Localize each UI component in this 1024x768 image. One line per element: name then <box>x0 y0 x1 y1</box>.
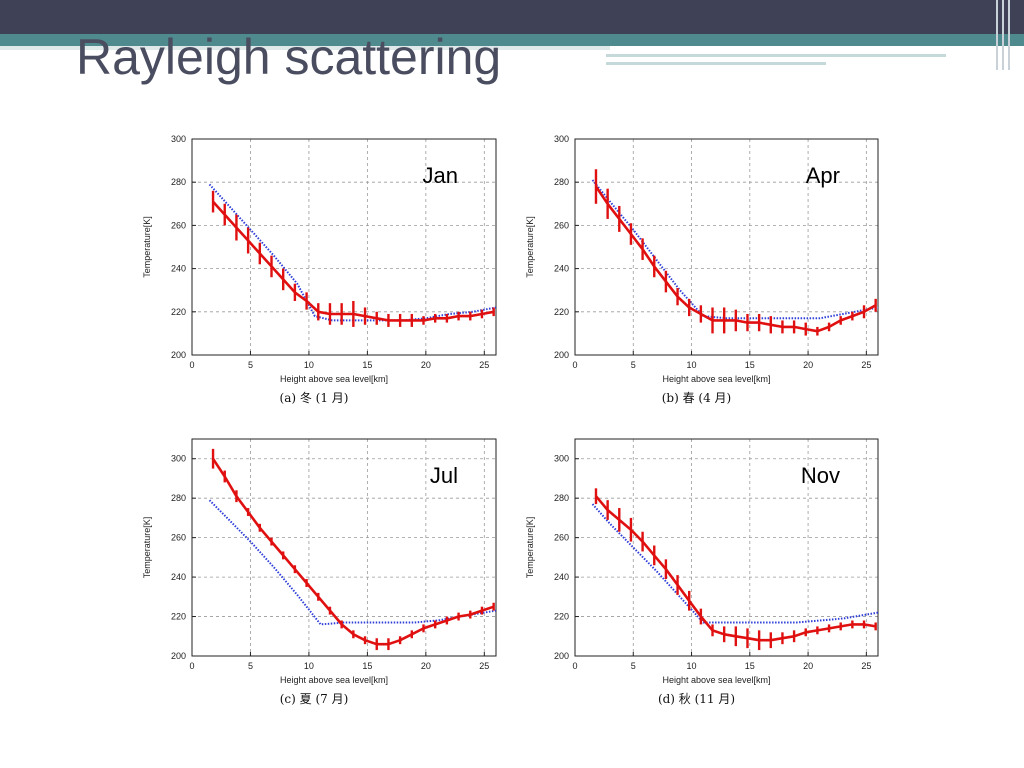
y-tick-label: 280 <box>554 177 569 187</box>
slide-decoration-vline <box>1002 0 1004 70</box>
x-tick-label: 15 <box>362 360 372 370</box>
y-axis-label: Temperature[K] <box>525 216 535 278</box>
y-tick-label: 200 <box>171 350 186 360</box>
y-tick-label: 260 <box>171 533 186 543</box>
x-axis-label: Height above sea level[km] <box>280 675 388 685</box>
plot-frame <box>574 138 879 356</box>
x-tick-label: 5 <box>631 661 636 671</box>
y-tick-label: 240 <box>554 572 569 582</box>
y-tick-label: 280 <box>171 493 186 503</box>
chart-panel-nov: 0 5 10 15 20 25 200 220 240 260 280 300 Height above… <box>525 438 879 706</box>
x-tick-label: 0 <box>572 360 577 370</box>
panel-caption: (d) 秋 (11 月) <box>658 692 735 706</box>
x-tick-label: 0 <box>189 661 194 671</box>
x-tick-label: 25 <box>479 661 489 671</box>
x-tick-label: 20 <box>421 360 431 370</box>
slide-decoration-vline <box>1008 0 1010 70</box>
y-tick-label: 240 <box>171 572 186 582</box>
model-profile-line <box>591 503 879 624</box>
x-tick-label: 0 <box>189 360 194 370</box>
x-tick-label: 5 <box>248 360 253 370</box>
x-tick-label: 25 <box>861 661 871 671</box>
y-tick-label: 300 <box>554 134 569 144</box>
y-tick-label: 220 <box>171 307 186 317</box>
x-axis-label: Height above sea level[km] <box>662 374 770 384</box>
x-tick-label: 5 <box>631 360 636 370</box>
y-tick-label: 200 <box>554 350 569 360</box>
x-tick-label: 10 <box>304 360 314 370</box>
panel-caption: (a) 冬 (1 月) <box>280 390 349 405</box>
x-tick-label: 0 <box>572 661 577 671</box>
x-tick-label: 15 <box>362 661 372 671</box>
y-axis-label: Temperature[K] <box>525 517 535 579</box>
panel-month-label: Jan <box>423 163 458 188</box>
model-profile-line <box>208 183 497 322</box>
x-tick-label: 20 <box>421 661 431 671</box>
y-tick-label: 260 <box>554 220 569 230</box>
x-tick-label: 10 <box>304 661 314 671</box>
y-tick-label: 260 <box>554 533 569 543</box>
x-tick-label: 15 <box>745 360 755 370</box>
y-tick-label: 200 <box>171 651 186 661</box>
chart-panel-jul: 0 5 10 15 20 25 200 220 240 260 280 300 Height above… <box>142 438 497 706</box>
measured-profile-line <box>595 495 876 642</box>
x-tick-label: 5 <box>248 661 253 671</box>
chart-panel-jan: 0 5 10 15 20 25 200 220 240 260 280 300 Height above… <box>142 134 497 405</box>
y-tick-label: 260 <box>171 220 186 230</box>
panel-caption: (c) 夏 (7 月) <box>280 692 349 706</box>
y-tick-label: 300 <box>554 454 569 464</box>
x-tick-label: 15 <box>745 661 755 671</box>
panel-month-label: Apr <box>806 163 840 188</box>
y-tick-label: 200 <box>554 651 569 661</box>
x-axis-label: Height above sea level[km] <box>280 374 388 384</box>
panel-month-label: Jul <box>430 463 458 488</box>
slide-top-bar <box>0 0 1024 34</box>
x-tick-label: 25 <box>479 360 489 370</box>
panel-caption: (b) 春 (4 月) <box>662 391 732 405</box>
slide-decoration-vline <box>996 0 998 70</box>
x-axis-label: Height above sea level[km] <box>662 675 770 685</box>
plot-frame <box>574 438 879 657</box>
plot-frame <box>191 138 497 356</box>
y-tick-label: 300 <box>171 454 186 464</box>
measured-profile-line <box>594 185 877 333</box>
y-tick-label: 220 <box>171 612 186 622</box>
x-tick-label: 10 <box>687 661 697 671</box>
x-tick-label: 25 <box>861 360 871 370</box>
model-profile-line <box>591 179 879 320</box>
plot-frame <box>191 438 497 657</box>
y-tick-label: 280 <box>171 177 186 187</box>
y-axis-label: Temperature[K] <box>142 517 152 579</box>
slide-decoration-lines <box>606 50 1006 72</box>
slide-title: Rayleigh scattering <box>76 29 502 85</box>
y-tick-label: 280 <box>554 493 569 503</box>
slide-accent-band-light <box>0 46 610 50</box>
x-tick-label: 20 <box>803 661 813 671</box>
y-axis-label: Temperature[K] <box>142 216 152 278</box>
x-tick-label: 10 <box>687 360 697 370</box>
x-tick-label: 20 <box>803 360 813 370</box>
y-tick-label: 300 <box>171 134 186 144</box>
y-tick-label: 220 <box>554 307 569 317</box>
y-tick-label: 220 <box>554 612 569 622</box>
slide-accent-band <box>0 34 1024 46</box>
y-tick-label: 240 <box>554 264 569 274</box>
y-tick-label: 240 <box>171 264 186 274</box>
chart-panel-apr: 0 5 10 15 20 25 200 220 240 260 280 300 Height above… <box>525 134 879 405</box>
panel-month-label: Nov <box>801 463 840 488</box>
